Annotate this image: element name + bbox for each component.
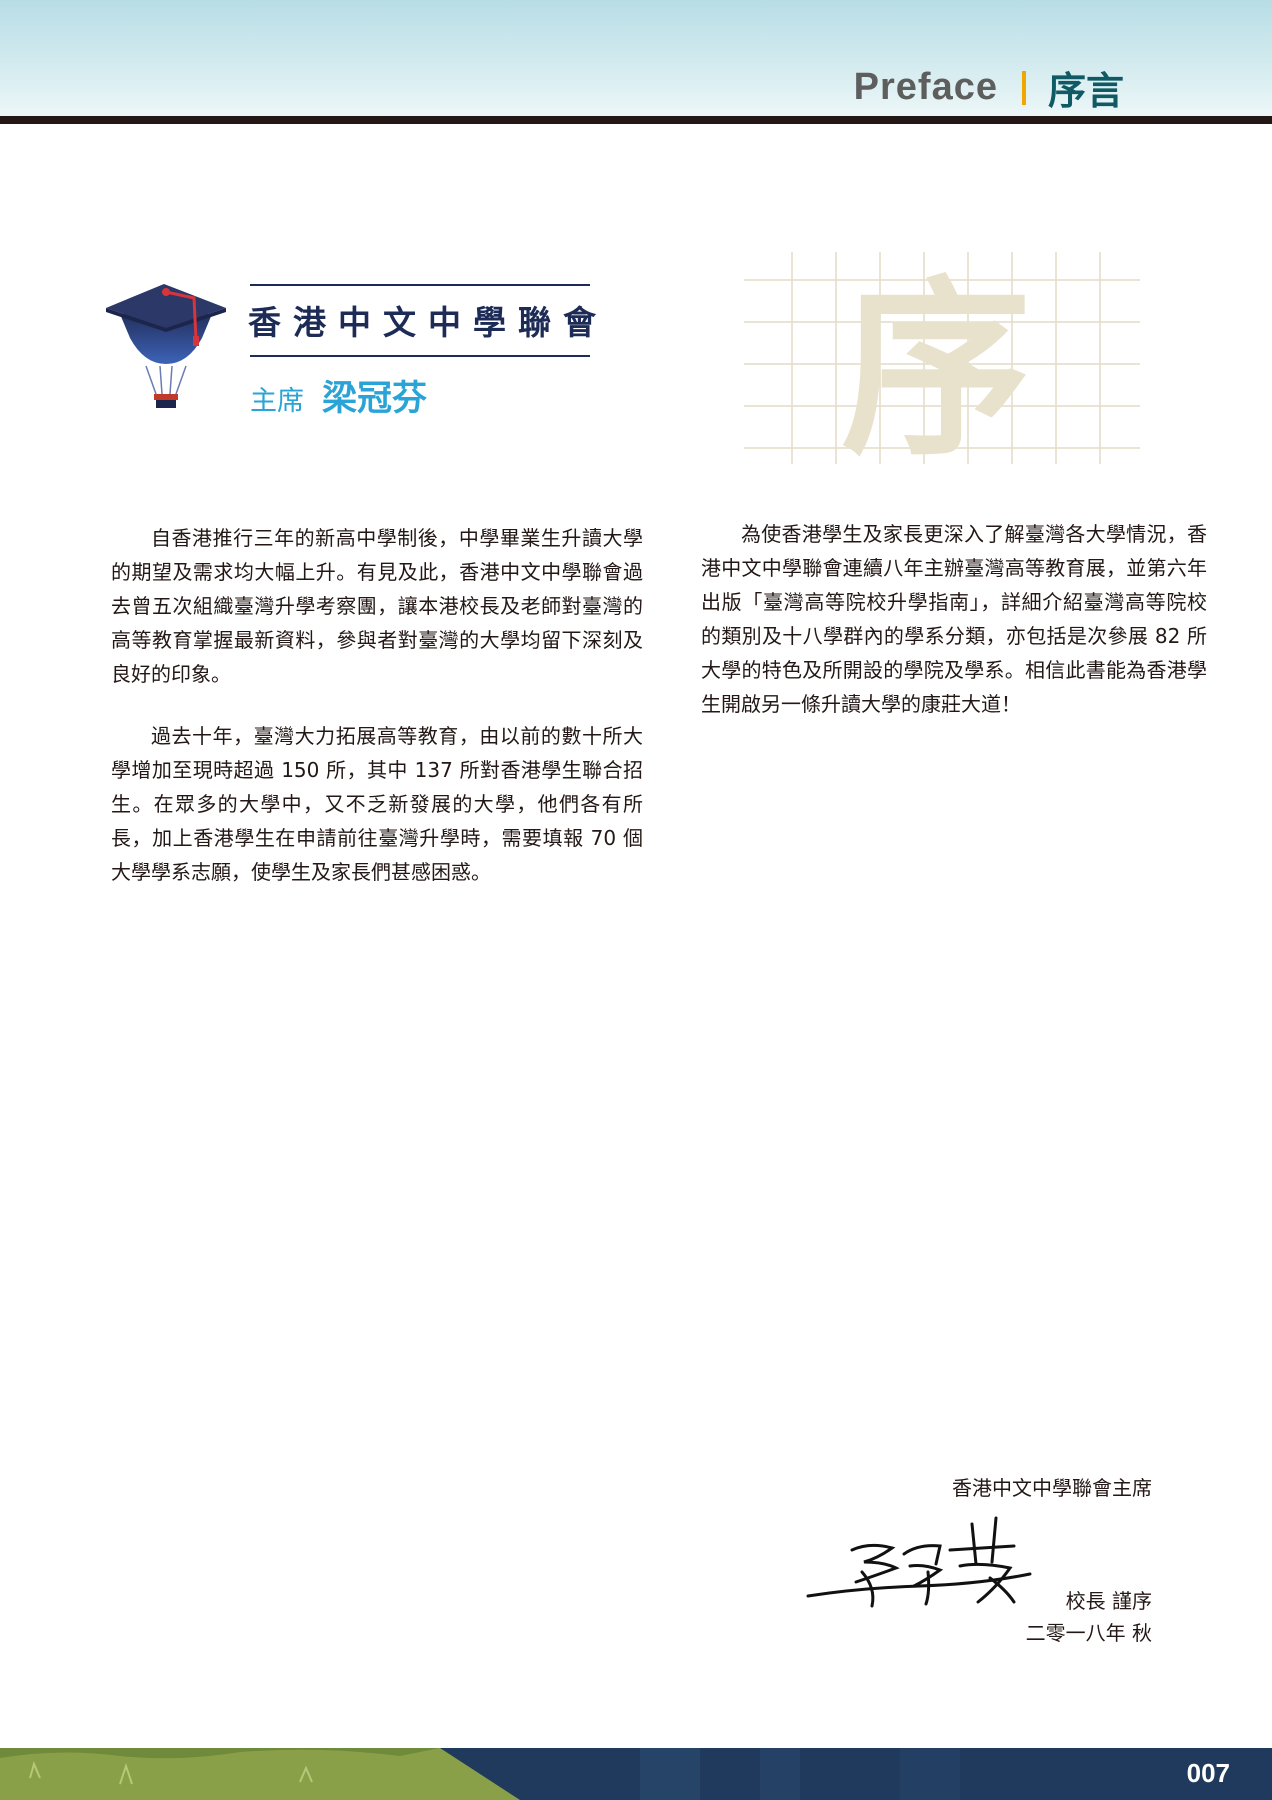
paragraph-3: 為使香港學生及家長更深入了解臺灣各大學情況，香港中文中學聯會連續八年主辦臺灣高等… bbox=[701, 522, 1207, 716]
chair-title: 主席 bbox=[250, 386, 304, 417]
association-name: 香港中文中學聯會 bbox=[248, 303, 608, 342]
chair-line: 主席 梁冠芬 bbox=[250, 370, 427, 421]
paragraph-2: 過去十年，臺灣大力拓展高等教育，由以前的數十所大學增加至現時超過 150 所，其… bbox=[111, 724, 643, 884]
signature-organization: 香港中文中學聯會主席 bbox=[952, 1476, 1152, 1500]
header-divider bbox=[0, 116, 1272, 124]
footer-band bbox=[0, 1748, 1272, 1800]
association-rule-bottom bbox=[250, 355, 590, 357]
title-chinese: 序言 bbox=[1047, 71, 1124, 113]
handwritten-signature bbox=[806, 1516, 1032, 1608]
graduation-balloon-logo-icon bbox=[106, 284, 226, 408]
page-number: 007 bbox=[1186, 1758, 1230, 1788]
association-rule-top bbox=[250, 284, 590, 286]
signature-date: 二零一八年 秋 bbox=[1025, 1621, 1152, 1645]
preface-character: 序 bbox=[841, 260, 1031, 464]
header-band bbox=[0, 0, 1272, 118]
chair-name: 梁冠芬 bbox=[322, 379, 428, 419]
calligraphy-grid: 序 bbox=[744, 252, 1140, 464]
title-english: Preface bbox=[853, 66, 998, 108]
paragraph-1: 自香港推行三年的新高中學制後，中學畢業生升讀大學的期望及需求均大幅上升。有見及此… bbox=[111, 526, 643, 686]
page-title: Preface 序言 bbox=[854, 60, 1124, 115]
title-separator bbox=[1021, 70, 1026, 105]
signature-role: 校長 謹序 bbox=[1065, 1589, 1152, 1613]
